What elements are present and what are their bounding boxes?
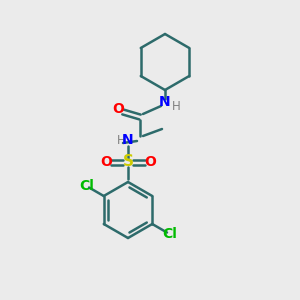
Text: H: H (172, 100, 180, 113)
Text: S: S (122, 154, 134, 169)
Text: O: O (144, 155, 156, 169)
Text: N: N (159, 95, 171, 109)
Text: H: H (117, 134, 125, 146)
Text: Cl: Cl (79, 179, 94, 193)
Text: N: N (122, 133, 134, 147)
Text: O: O (112, 102, 124, 116)
Text: Cl: Cl (162, 227, 177, 241)
Text: O: O (100, 155, 112, 169)
